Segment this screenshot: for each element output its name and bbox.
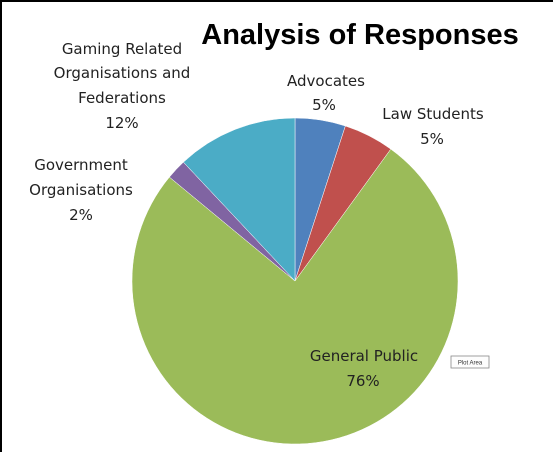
pie-slice-gaming-related-organisations-and-federations — [183, 117, 296, 282]
label-gaming-pct: 12% — [105, 114, 138, 132]
plot-area-tag: Plot Area — [450, 355, 490, 369]
label-gaming: Gaming Related Organisations and Federat… — [54, 40, 191, 132]
pie-slices — [131, 117, 459, 445]
label-advocates-line1: Advocates — [287, 72, 365, 90]
label-government-pct: 2% — [69, 206, 93, 224]
plot-area-tag-text: Plot Area — [458, 361, 483, 367]
label-advocates-pct: 5% — [312, 96, 336, 114]
label-general-public-pct: 76% — [346, 372, 379, 390]
label-advocates: Advocates 5% — [287, 72, 365, 114]
label-law-students-pct: 5% — [420, 130, 444, 148]
label-government: Government Organisations 2% — [29, 156, 133, 224]
label-general-public-line1: General Public — [310, 347, 418, 365]
label-gaming-line3: Federations — [78, 89, 166, 107]
chart-title: Analysis of Responses — [201, 19, 519, 51]
label-government-line2: Organisations — [29, 181, 133, 199]
label-gaming-line1: Gaming Related — [62, 40, 182, 58]
pie-slice-general-public — [131, 148, 459, 445]
label-government-line1: Government — [34, 156, 128, 174]
label-general-public: General Public 76% — [310, 347, 418, 390]
label-gaming-line2: Organisations and — [54, 64, 191, 82]
label-law-students-line1: Law Students — [382, 105, 484, 123]
label-law-students: Law Students 5% — [382, 105, 484, 148]
